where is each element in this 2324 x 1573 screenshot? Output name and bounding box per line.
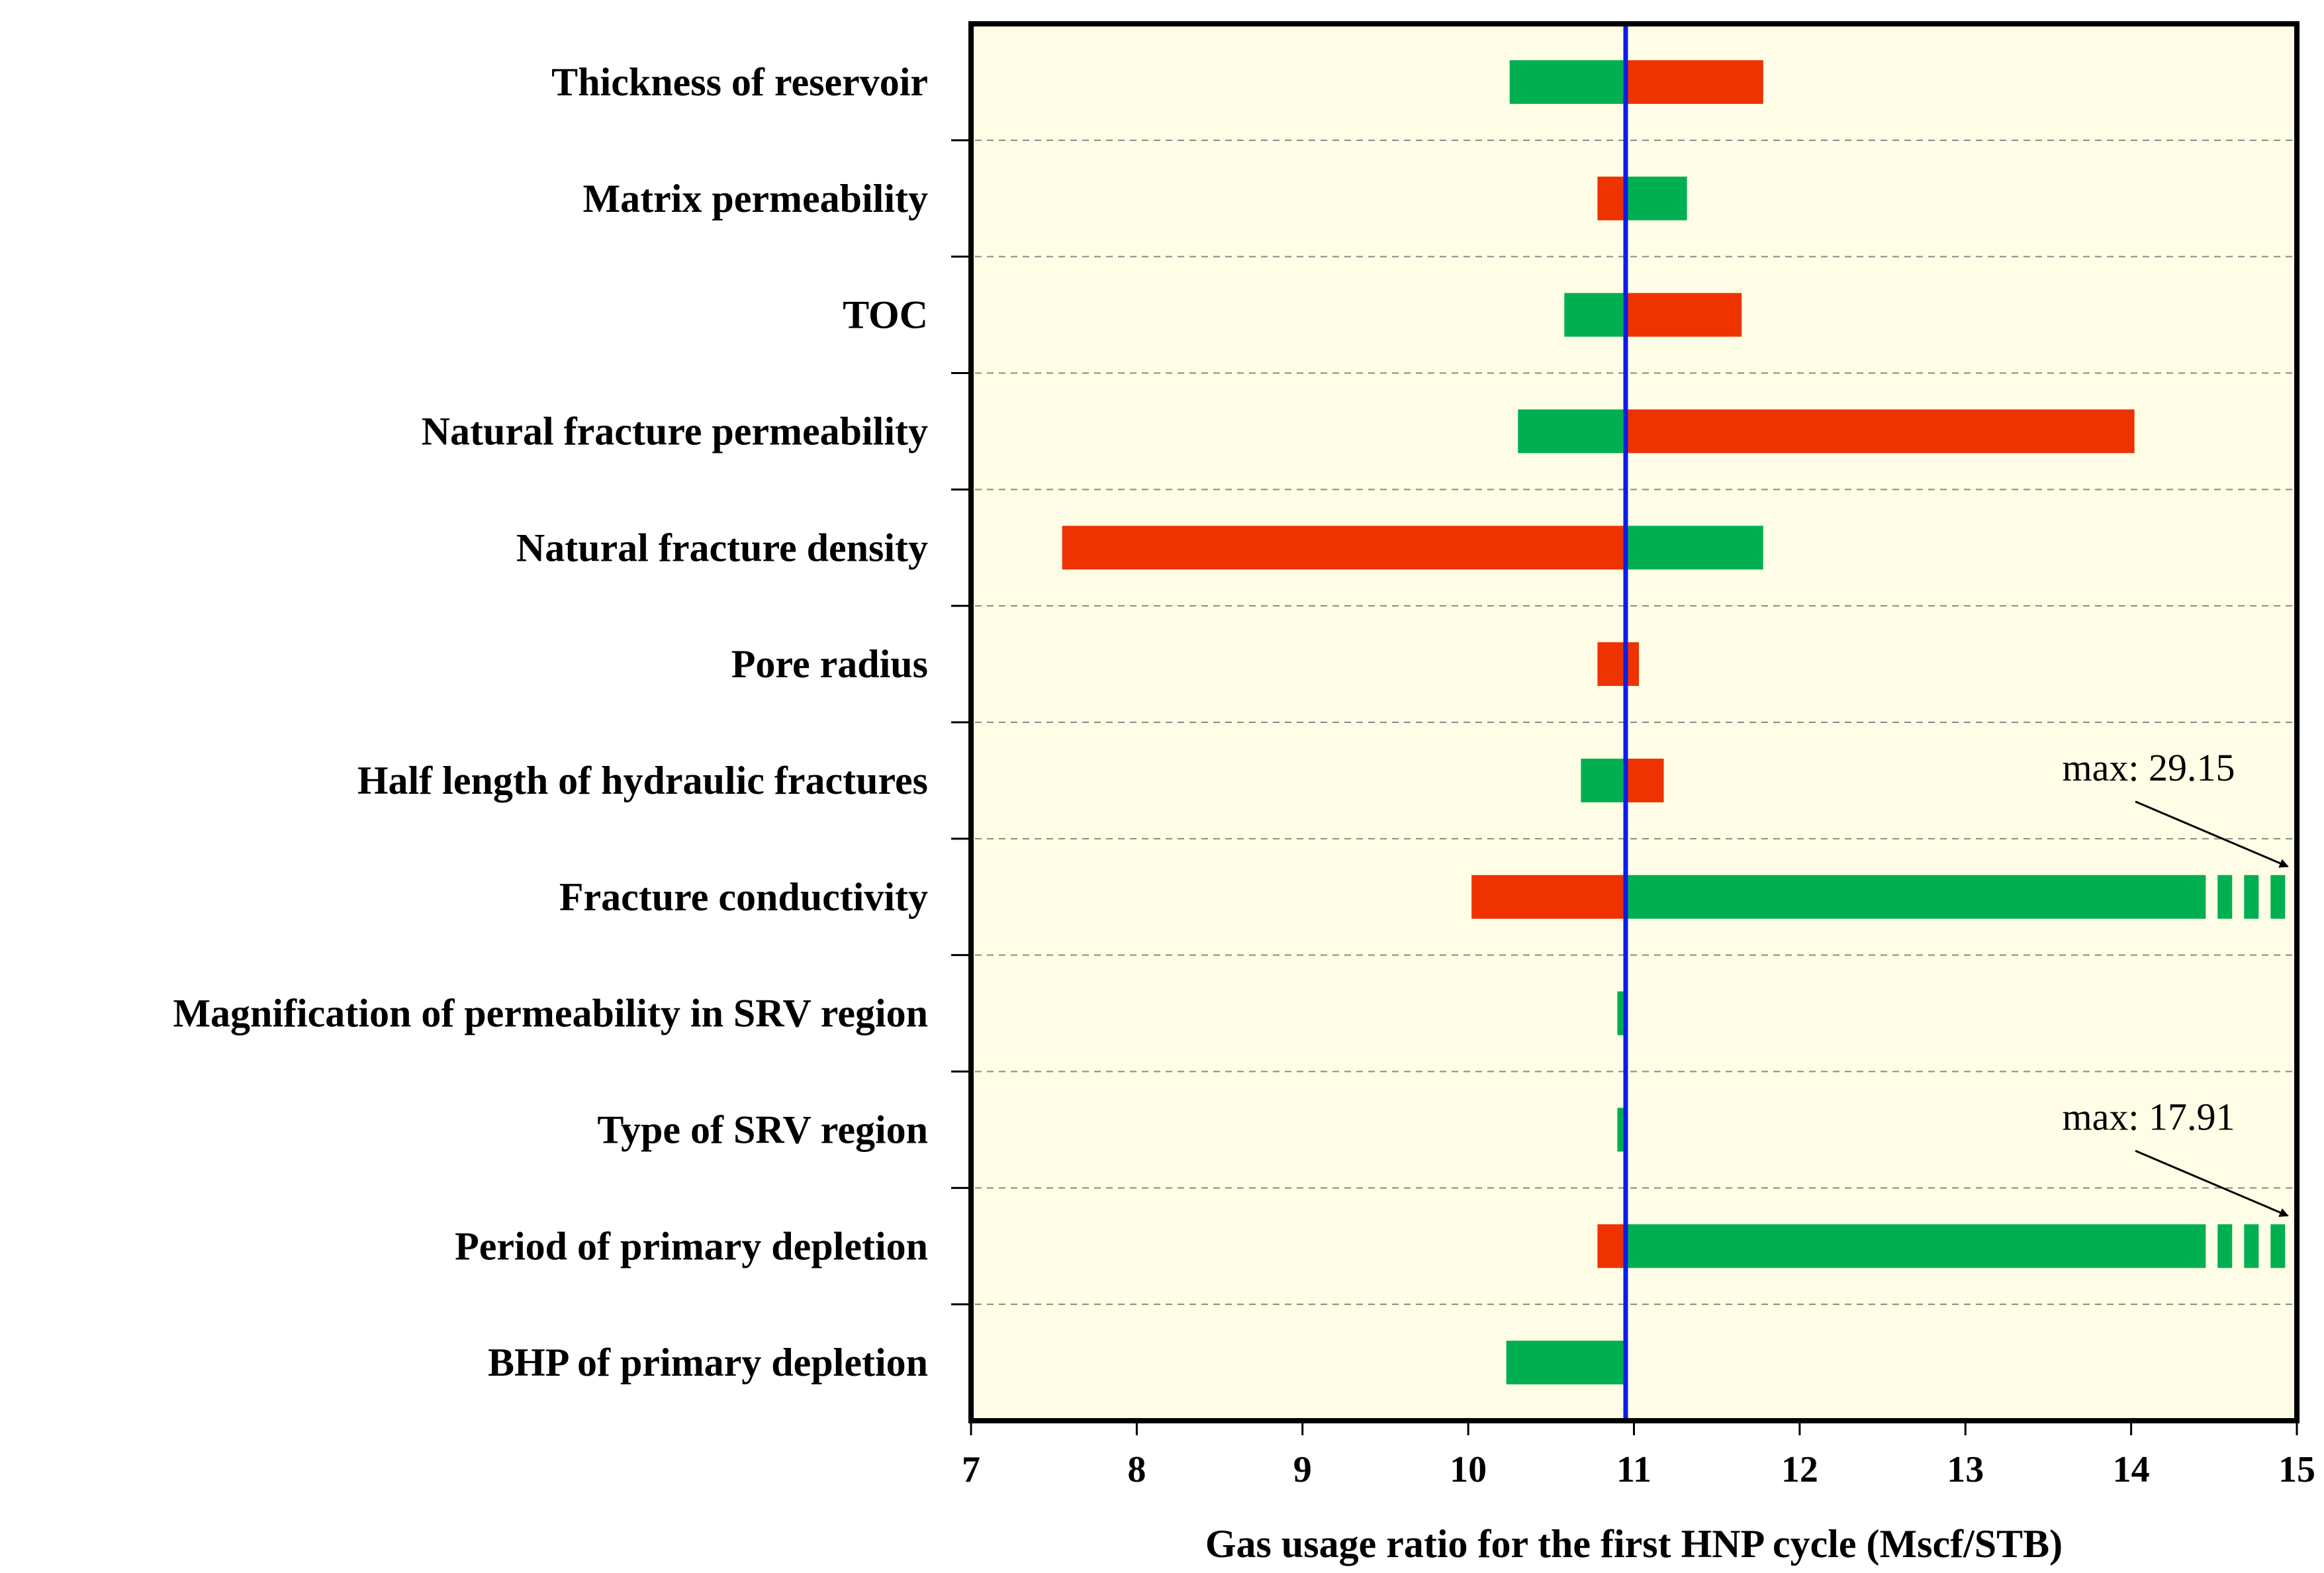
bar-segment-low (1506, 1341, 1626, 1385)
bar-segment-high (1625, 60, 1763, 104)
x-tick-label: 10 (1450, 1449, 1487, 1490)
category-label: Matrix permeability (582, 177, 928, 220)
bar-break-dash (2244, 1224, 2259, 1268)
bar-series (1062, 60, 2286, 1385)
category-label: Natural fracture permeability (422, 409, 928, 453)
bar-break-dash (2270, 875, 2286, 919)
category-label: Period of primary depletion (455, 1224, 928, 1268)
x-tick-label: 13 (1947, 1449, 1984, 1490)
bar-segment-thin (1617, 1108, 1622, 1152)
bar-segment-high (1625, 176, 1687, 220)
bar-break-dash (2217, 1224, 2233, 1268)
category-label: Thickness of reservoir (551, 60, 928, 104)
bar-segment-low (1597, 176, 1626, 220)
x-tick-label: 12 (1781, 1449, 1818, 1490)
bar-segment-high (1625, 875, 2206, 919)
x-tick-label: 8 (1127, 1449, 1146, 1490)
bar-segment-thin (1617, 991, 1622, 1035)
annotation-arrow (2135, 800, 2289, 868)
bar-segment-low (1597, 1224, 1626, 1268)
bar-break-dash (2244, 875, 2259, 919)
category-label: TOC (843, 293, 928, 337)
annotation-text: max: 29.15 (2063, 746, 2235, 789)
category-label: Magnification of permeability in SRV reg… (173, 992, 928, 1035)
bar-segment-high (1625, 409, 2135, 453)
category-label: Fracture conductivity (559, 875, 928, 919)
category-label: Pore radius (731, 642, 928, 686)
x-tick-label: 14 (2113, 1449, 2150, 1490)
bar-segment-high (1625, 642, 1640, 687)
bar-segment-high (1625, 758, 1664, 802)
category-labels: Thickness of reservoir Matrix permeabilit… (173, 60, 928, 1384)
bar-segment-high (1625, 1224, 2206, 1268)
bar-break-dash (2270, 1224, 2286, 1268)
bar-break-dash (2217, 875, 2233, 919)
bar-segment-low (1062, 526, 1626, 570)
bar-segment-high (1625, 526, 1763, 570)
x-tick-label: 15 (2278, 1449, 2315, 1490)
bar-segment-low (1564, 293, 1626, 337)
bar-segment-high (1625, 293, 1742, 337)
x-tick-label: 7 (962, 1449, 980, 1490)
bar-segment-low (1518, 409, 1626, 453)
x-axis-title: Gas usage ratio for the first HNP cycle … (1205, 1522, 2063, 1566)
x-axis-ticks: 7 8 9 10 11 12 13 14 15 (962, 1421, 2315, 1490)
annotations: max: 29.15 max: 17.91 (2063, 746, 2289, 1217)
bar-segment-low (1471, 875, 1626, 919)
x-tick-label: 9 (1293, 1449, 1312, 1490)
x-tick-label: 11 (1616, 1449, 1651, 1490)
bar-segment-low (1509, 60, 1626, 104)
category-label: Type of SRV region (597, 1108, 928, 1151)
annotation-arrow (2135, 1149, 2289, 1217)
annotation-text: max: 17.91 (2063, 1095, 2235, 1138)
bar-segment-low (1597, 642, 1626, 687)
bar-segment-low (1581, 758, 1626, 802)
category-label: Half length of hydraulic fractures (357, 759, 928, 802)
category-label: BHP of primary depletion (488, 1341, 928, 1384)
category-label: Natural fracture density (516, 526, 928, 569)
